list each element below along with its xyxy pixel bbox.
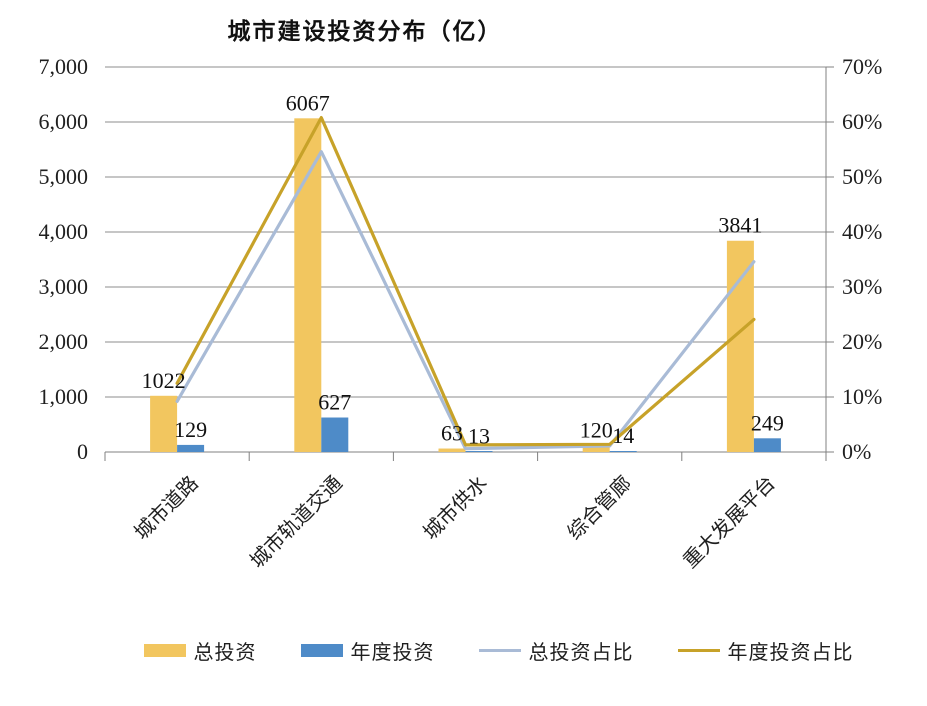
bar-年度投资-城市轨道交通	[321, 417, 349, 452]
bar-总投资-城市供水	[438, 448, 466, 452]
legend-swatch-total-investment-bar	[143, 644, 186, 657]
data-label-总投资-城市供水: 63	[441, 421, 463, 446]
legend-swatch-annual-investment-bar	[300, 644, 343, 657]
data-label-年度投资-城市轨道交通: 627	[318, 390, 351, 415]
right-axis-tick-label: 60%	[842, 109, 883, 134]
legend-swatch-total-investment-share-line	[478, 649, 521, 652]
legend-label-total-investment-share: 总投资占比	[528, 642, 634, 664]
legend-swatch-annual-investment-share-line	[677, 649, 720, 652]
legend-item-total-investment: 总投资	[143, 636, 257, 665]
right-axis-tick-label: 20%	[842, 329, 883, 354]
bar-年度投资-综合管廊	[609, 451, 637, 452]
line-年度投资占比	[175, 115, 756, 447]
data-label-年度投资-城市道路: 129	[174, 417, 207, 442]
left-axis-tick-label: 0	[77, 439, 88, 464]
data-label-总投资-城市轨道交通: 6067	[286, 90, 330, 115]
legend-item-annual-investment-share: 年度投资占比	[677, 636, 854, 665]
bar-年度投资-城市道路	[177, 444, 205, 452]
right-axis-tick-label: 70%	[842, 54, 883, 79]
legend-item-total-investment-share: 总投资占比	[478, 636, 634, 665]
bar-年度投资-重大发展平台	[753, 438, 781, 452]
data-label-年度投资-城市供水: 13	[468, 423, 490, 448]
bar-总投资-城市轨道交通	[294, 118, 322, 452]
data-label-总投资-重大发展平台: 3841	[718, 213, 762, 238]
bar-年度投资-城市供水	[465, 451, 493, 452]
right-axis-tick-label: 0%	[842, 439, 872, 464]
chart-title: 城市建设投资分布（亿）	[227, 19, 503, 44]
left-axis-tick-label: 5,000	[38, 164, 89, 189]
bar-总投资-重大发展平台	[726, 240, 754, 452]
right-axis-tick-label: 50%	[842, 164, 883, 189]
legend-item-annual-investment: 年度投资	[300, 636, 435, 665]
right-axis-tick-label: 10%	[842, 384, 883, 409]
data-label-总投资-城市道路: 1022	[142, 368, 186, 393]
chart-legend: 总投资 年度投资 总投资占比 年度投资占比	[0, 636, 927, 665]
data-label-年度投资-综合管廊: 14	[612, 423, 634, 448]
left-axis-tick-label: 1,000	[38, 384, 89, 409]
line-总投资占比	[175, 150, 756, 451]
right-axis-tick-label: 30%	[842, 274, 883, 299]
data-label-总投资-综合管廊: 120	[580, 417, 613, 442]
legend-label-annual-investment-share: 年度投资占比	[727, 642, 854, 664]
bar-总投资-城市道路	[150, 395, 178, 452]
right-axis-tick-label: 40%	[842, 219, 883, 244]
left-axis-tick-label: 7,000	[38, 54, 89, 79]
left-axis-tick-label: 6,000	[38, 109, 89, 134]
legend-label-annual-investment: 年度投资	[350, 642, 435, 664]
legend-label-total-investment: 总投资	[193, 642, 257, 664]
bar-总投资-综合管廊	[582, 445, 610, 452]
left-axis-tick-label: 2,000	[38, 329, 89, 354]
data-label-年度投资-重大发展平台: 249	[751, 410, 784, 435]
left-axis-tick-label: 4,000	[38, 219, 89, 244]
left-axis-tick-label: 3,000	[38, 274, 89, 299]
